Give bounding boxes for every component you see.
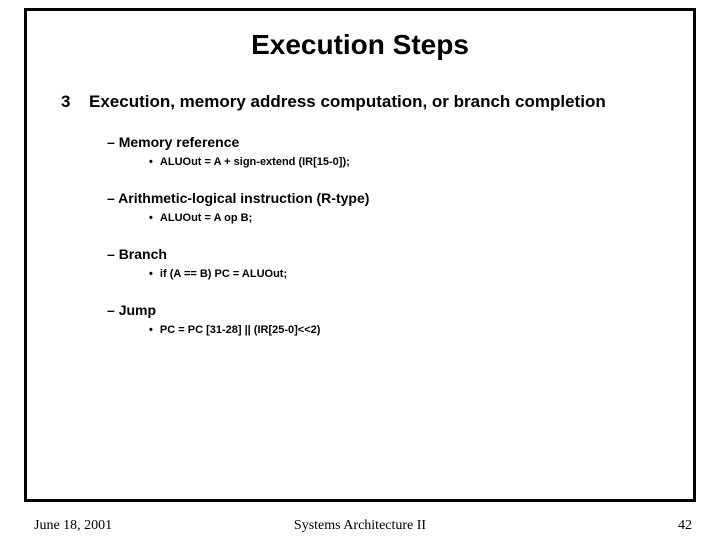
subitem-memory-reference: Memory reference [107,134,665,150]
slide-frame: Execution Steps 3 Execution, memory addr… [24,8,696,502]
code-memory-reference: ALUOut = A + sign-extend (IR[15-0]); [149,156,665,168]
step-heading: 3 Execution, memory address computation,… [61,91,665,112]
code-arithmetic-logical: ALUOut = A op B; [149,212,665,224]
subitem-jump: Jump [107,302,665,318]
subitem-arithmetic-logical: Arithmetic-logical instruction (R-type) [107,190,665,206]
code-jump: PC = PC [31-28] || (IR[25-0]<<2) [149,324,665,336]
step-number: 3 [61,91,79,112]
step-heading-text: Execution, memory address computation, o… [89,91,606,112]
code-branch: if (A == B) PC = ALUOut; [149,268,665,280]
slide-footer: June 18, 2001 Systems Architecture II 42 [0,518,720,534]
slide-title: Execution Steps [55,29,665,61]
footer-page: 42 [678,518,692,534]
footer-date: June 18, 2001 [34,518,112,534]
subitem-branch: Branch [107,246,665,262]
